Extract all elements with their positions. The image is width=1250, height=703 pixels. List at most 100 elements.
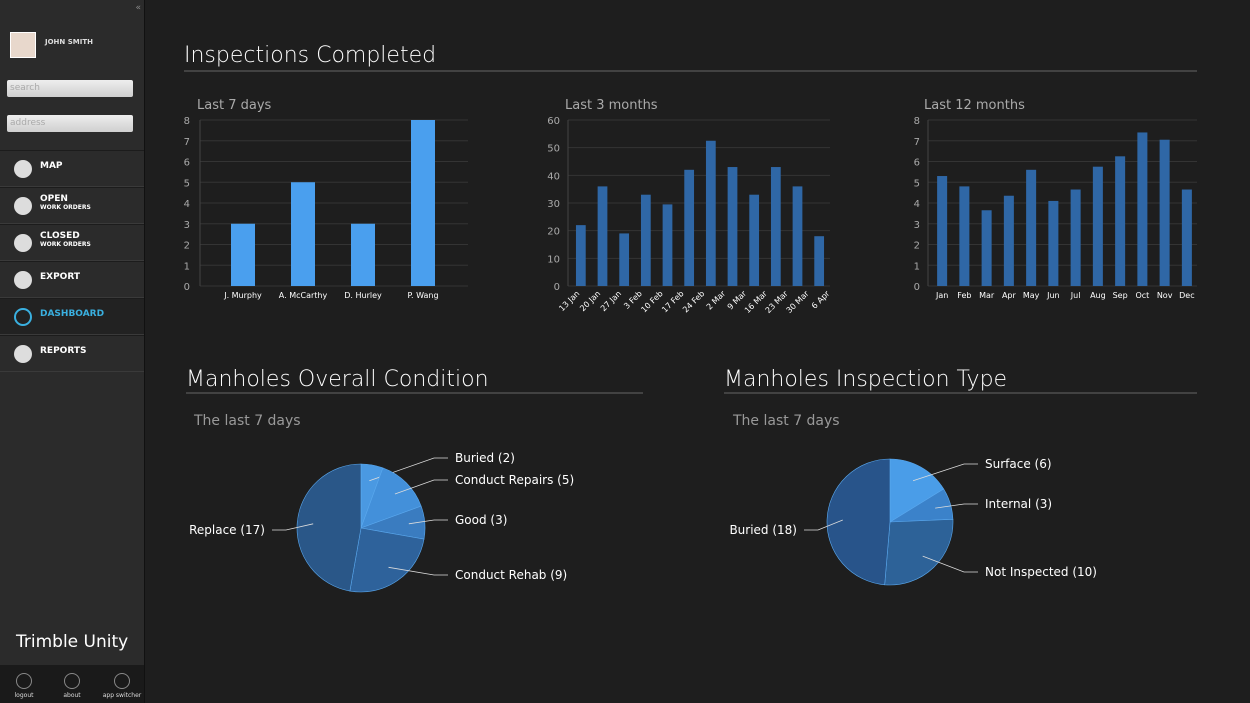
x-tick-label: 24 Feb <box>681 289 706 314</box>
y-tick-label: 2 <box>184 241 190 252</box>
x-tick-label: Apr <box>1002 291 1017 300</box>
menu-sublabel: WORK ORDERS <box>40 204 91 211</box>
menu-item[interactable]: CLOSED WORK ORDERS <box>0 224 144 261</box>
y-tick-label: 10 <box>547 254 560 265</box>
pie-slice <box>349 527 425 593</box>
leader-line <box>408 519 448 525</box>
bar <box>792 186 803 286</box>
leader-line <box>388 566 448 576</box>
x-tick-label: Nov <box>1157 291 1173 300</box>
search-box[interactable]: search <box>7 80 133 97</box>
bar <box>291 182 315 286</box>
footer-label: app switcher <box>102 692 142 699</box>
y-tick-label: 0 <box>914 282 920 293</box>
menu-label: DASHBOARD <box>40 309 105 319</box>
slice-label: Not Inspected (10) <box>985 565 1097 579</box>
bar <box>705 140 716 286</box>
menu-sublabel: WORK ORDERS <box>40 241 91 248</box>
x-tick-label: 10 Feb <box>639 289 664 314</box>
section-heading: Manholes Overall Condition <box>186 367 489 392</box>
chart-subtitle: The last 7 days <box>193 413 301 429</box>
slice-label: Conduct Rehab (9) <box>455 568 567 582</box>
footer-icon <box>16 673 32 689</box>
menu-icon <box>14 160 32 178</box>
y-tick-label: 0 <box>184 282 190 293</box>
x-tick-label: 30 Mar <box>785 289 812 316</box>
y-tick-label: 6 <box>184 158 190 169</box>
bar <box>640 194 651 286</box>
footer-label: logout <box>14 692 34 699</box>
pie-slice <box>884 519 954 586</box>
footer-button[interactable]: about <box>48 665 96 699</box>
bar <box>662 204 673 286</box>
x-tick-label: 20 Jan <box>578 289 602 313</box>
address-box[interactable]: address <box>7 115 133 132</box>
y-tick-label: 7 <box>184 137 190 148</box>
bar <box>1181 189 1192 286</box>
leader-line <box>922 555 978 573</box>
y-tick-label: 5 <box>914 178 920 189</box>
sidebar: « JOHN SMITH search address MAP OPEN WORK … <box>0 0 145 703</box>
footer-button[interactable]: logout <box>0 665 48 699</box>
y-tick-label: 30 <box>547 199 560 210</box>
menu-label: REPORTS <box>40 346 87 356</box>
slice-label: Internal (3) <box>985 497 1052 511</box>
menu-icon <box>14 308 32 326</box>
collapse[interactable]: « <box>135 3 141 13</box>
menu-item[interactable]: OPEN WORK ORDERS <box>0 187 144 224</box>
pie-slice <box>296 463 362 592</box>
chart-subtitle: The last 7 days <box>732 413 840 429</box>
dashboard: Inspections Completed Last 7 days 0 1 2 3 4 5 6… <box>184 43 1197 593</box>
x-tick-label: 13 Jan <box>557 289 581 313</box>
bar <box>411 120 435 286</box>
leader-line <box>912 463 978 482</box>
y-tick-label: 5 <box>184 178 190 189</box>
bar <box>770 167 781 286</box>
section-heading: Manholes Inspection Type <box>724 367 1007 392</box>
bar <box>937 176 948 286</box>
menu-item[interactable]: MAP <box>0 150 144 187</box>
avatar <box>10 32 36 58</box>
pie-slice <box>360 467 422 529</box>
menu-label: MAP <box>40 161 63 171</box>
y-tick-label: 2 <box>914 241 920 252</box>
x-tick-label: A. McCarthy <box>279 291 328 300</box>
bar <box>351 223 375 286</box>
bar <box>1048 200 1059 286</box>
menu-label: CLOSED <box>40 231 80 241</box>
menu-item[interactable]: EXPORT <box>0 261 144 298</box>
slice-label: Surface (6) <box>985 457 1052 471</box>
y-tick-label: 1 <box>184 261 190 272</box>
chart-title: Last 3 months <box>565 98 658 113</box>
y-tick-label: 50 <box>547 144 560 155</box>
footer-icon <box>64 673 80 689</box>
footer-button[interactable]: app switcher <box>98 665 146 699</box>
footer-icon <box>114 673 130 689</box>
y-tick-label: 1 <box>914 261 920 272</box>
x-tick-label: Feb <box>957 291 971 300</box>
pie-slice <box>826 458 891 586</box>
bar <box>684 169 695 286</box>
menu-label: OPEN <box>40 194 68 204</box>
x-tick-label: Jun <box>1046 291 1060 300</box>
menu-item[interactable]: REPORTS <box>0 335 144 372</box>
y-tick-label: 8 <box>184 116 190 127</box>
menu-icon <box>14 345 32 363</box>
x-tick-label: May <box>1023 291 1040 300</box>
slice-label: Buried (2) <box>455 451 515 465</box>
bar <box>1092 166 1103 286</box>
y-tick-label: 40 <box>547 171 560 182</box>
bar <box>575 225 586 286</box>
menu-label: EXPORT <box>40 272 80 282</box>
slice-label: Buried (18) <box>729 523 797 537</box>
bar <box>231 223 255 286</box>
y-tick-label: 8 <box>914 116 920 127</box>
slice-label: Good (3) <box>455 513 507 527</box>
menu-item[interactable]: DASHBOARD <box>0 298 144 335</box>
section-heading: Inspections Completed <box>184 43 436 68</box>
y-tick-label: 3 <box>914 220 920 231</box>
y-tick-label: 4 <box>184 199 190 210</box>
bar <box>1026 169 1037 286</box>
x-tick-label: Mar <box>979 291 995 300</box>
